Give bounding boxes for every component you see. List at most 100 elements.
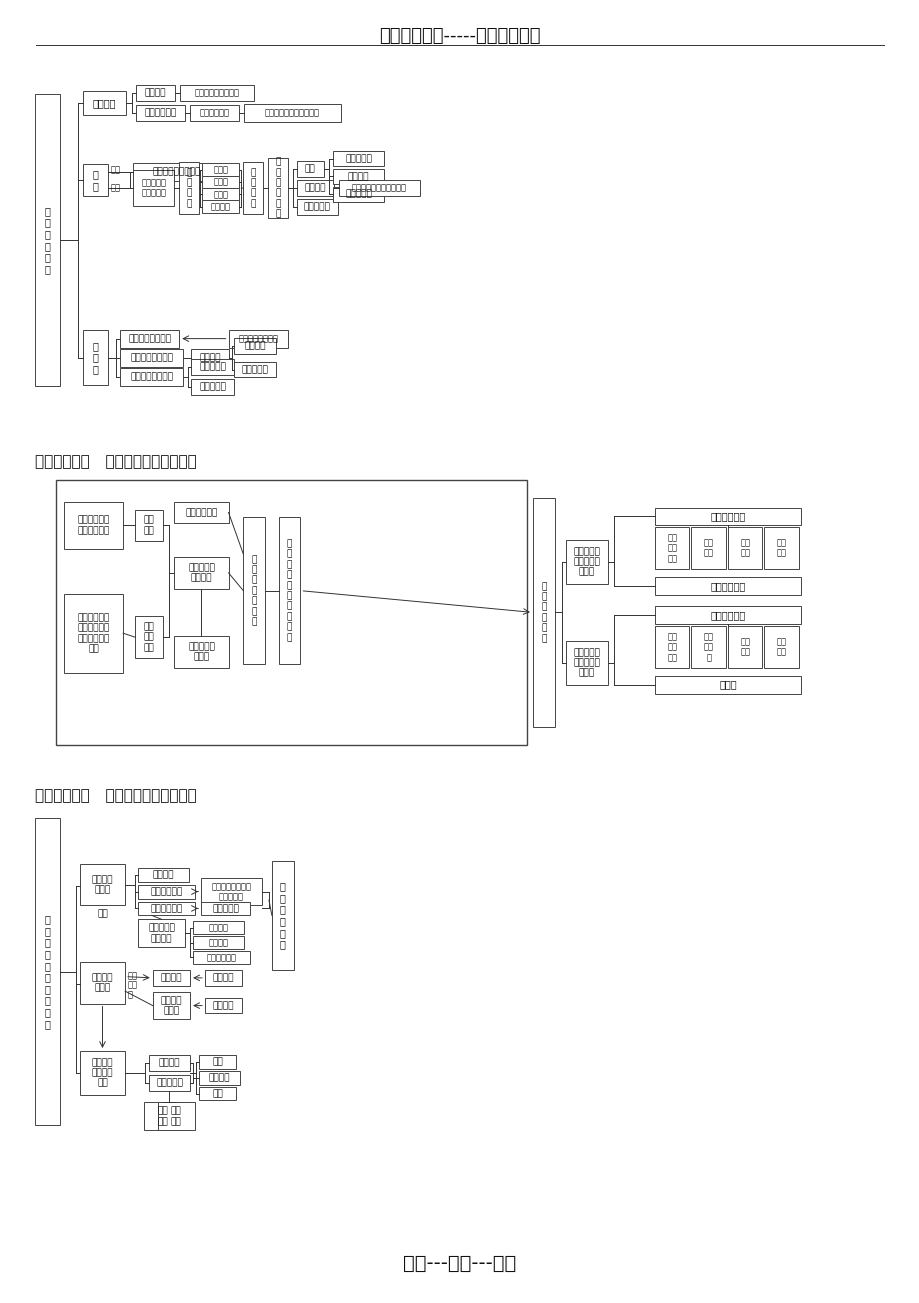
FancyBboxPatch shape	[296, 180, 334, 195]
Text: 划分标准: 划分标准	[145, 89, 166, 98]
Text: 形成与变化: 形成与变化	[303, 202, 330, 211]
FancyBboxPatch shape	[153, 992, 190, 1019]
Text: 农
业
地
域
类
型: 农 业 地 域 类 型	[540, 582, 546, 642]
Text: 市场、交通运
输、政策、劳
动力、生活习
惯等: 市场、交通运 输、政策、劳 动力、生活习 惯等	[77, 614, 109, 653]
Text: 主要
农产
品: 主要 农产 品	[703, 632, 713, 662]
FancyBboxPatch shape	[175, 502, 228, 524]
FancyBboxPatch shape	[202, 188, 239, 201]
FancyBboxPatch shape	[338, 180, 419, 195]
Text: 区位
条件: 区位 条件	[739, 637, 749, 657]
FancyBboxPatch shape	[138, 868, 189, 882]
Text: 主要
分布
地区: 主要 分布 地区	[666, 533, 676, 563]
FancyBboxPatch shape	[654, 676, 800, 693]
FancyBboxPatch shape	[199, 1087, 236, 1101]
Text: 工
业
地
域
的
形
成
与
发
展: 工 业 地 域 的 形 成 与 发 展	[44, 915, 51, 1029]
Text: 行政区等: 行政区等	[210, 202, 231, 211]
Text: 传统工业区: 传统工业区	[156, 1078, 183, 1087]
Text: 主要区位因素: 主要区位因素	[150, 887, 183, 896]
Text: 工业地域
的形成: 工业地域 的形成	[92, 973, 113, 993]
FancyBboxPatch shape	[153, 969, 190, 986]
FancyBboxPatch shape	[234, 337, 276, 353]
FancyBboxPatch shape	[175, 636, 228, 668]
Text: 科技进步: 科技进步	[209, 924, 229, 932]
Text: 农
业
地
域
的
形
成
与
发
展: 农 业 地 域 的 形 成 与 发 展	[287, 539, 292, 642]
Text: 气候、水源、
地形、土壤等: 气候、水源、 地形、土壤等	[77, 516, 109, 536]
FancyBboxPatch shape	[138, 920, 185, 947]
FancyBboxPatch shape	[83, 331, 108, 384]
Text: 影响因素: 影响因素	[304, 184, 325, 193]
FancyBboxPatch shape	[35, 94, 60, 386]
FancyBboxPatch shape	[296, 199, 337, 215]
Text: 等级体系分布: 等级体系分布	[199, 108, 230, 117]
Text: 工
业
区
位
选
择: 工 业 区 位 选 择	[279, 881, 285, 950]
Text: 土地利集聚
用方式效应: 土地利集聚 用方式效应	[141, 179, 166, 198]
FancyBboxPatch shape	[80, 864, 125, 906]
FancyBboxPatch shape	[180, 85, 254, 100]
Text: 工业区位因
素的变化: 工业区位因 素的变化	[148, 924, 175, 943]
Text: 整治
措施: 整治 措施	[171, 1106, 182, 1126]
FancyBboxPatch shape	[654, 627, 688, 668]
Text: 工业联系: 工业联系	[212, 973, 234, 982]
Text: 城市服务范围的嵌套理论: 城市服务范围的嵌套理论	[265, 108, 320, 117]
Text: 工业的地
域联系: 工业的地 域联系	[161, 995, 182, 1015]
FancyBboxPatch shape	[202, 176, 239, 189]
FancyBboxPatch shape	[727, 528, 762, 569]
FancyBboxPatch shape	[199, 1071, 240, 1084]
Text: 外部: 外部	[110, 165, 120, 175]
FancyBboxPatch shape	[135, 509, 163, 541]
FancyBboxPatch shape	[136, 104, 185, 121]
Text: 区位条件: 区位条件	[209, 1074, 230, 1083]
Text: 城
市
地
域
结
构: 城 市 地 域 结 构	[275, 158, 280, 219]
FancyBboxPatch shape	[135, 616, 163, 658]
Text: 农
业
区
位
的
选
择: 农 业 区 位 的 选 择	[251, 555, 256, 627]
Text: 模式: 模式	[304, 164, 315, 173]
FancyBboxPatch shape	[200, 878, 262, 906]
FancyBboxPatch shape	[191, 349, 228, 366]
Text: 专心---专注---专业: 专心---专注---专业	[403, 1253, 516, 1273]
FancyBboxPatch shape	[136, 85, 176, 100]
FancyBboxPatch shape	[138, 885, 195, 899]
FancyBboxPatch shape	[120, 349, 183, 366]
Text: 衰落
原因: 衰落 原因	[157, 1106, 168, 1126]
FancyBboxPatch shape	[191, 379, 234, 395]
FancyBboxPatch shape	[56, 480, 527, 745]
FancyBboxPatch shape	[83, 91, 126, 115]
FancyBboxPatch shape	[175, 556, 228, 589]
FancyBboxPatch shape	[654, 508, 800, 525]
Text: 我国城市的主要等级: 我国城市的主要等级	[195, 89, 240, 98]
Text: 概念、动力、标志: 概念、动力、标志	[128, 334, 171, 343]
FancyBboxPatch shape	[83, 164, 108, 195]
FancyBboxPatch shape	[764, 627, 798, 668]
Text: 扇形模式: 扇形模式	[347, 172, 369, 181]
Text: 特点: 特点	[212, 1089, 222, 1098]
FancyBboxPatch shape	[193, 951, 250, 964]
Text: 环境因素: 环境因素	[153, 870, 174, 880]
Text: 城市化问题: 城市化问题	[199, 382, 226, 391]
FancyBboxPatch shape	[149, 1055, 190, 1071]
FancyBboxPatch shape	[200, 902, 250, 915]
FancyBboxPatch shape	[654, 528, 688, 569]
FancyBboxPatch shape	[179, 163, 199, 214]
Text: 经济、社会、历史、政策: 经济、社会、历史、政策	[351, 184, 406, 193]
Text: 商品谷物农业: 商品谷物农业	[709, 581, 744, 590]
FancyBboxPatch shape	[532, 498, 554, 727]
Text: 农区位的含义: 农区位的含义	[185, 508, 218, 517]
Text: 传统工业
区与新工
业区: 传统工业 区与新工 业区	[92, 1058, 113, 1088]
FancyBboxPatch shape	[202, 201, 239, 214]
FancyBboxPatch shape	[193, 921, 244, 934]
Text: 内部: 内部	[110, 184, 120, 193]
Text: 居住区: 居住区	[213, 165, 228, 175]
Text: 以畜牧业为
主的农业地
域类型: 以畜牧业为 主的农业地 域类型	[573, 648, 600, 678]
FancyBboxPatch shape	[333, 151, 384, 165]
FancyBboxPatch shape	[691, 528, 725, 569]
FancyBboxPatch shape	[193, 936, 244, 949]
Text: 城
市: 城 市	[93, 169, 98, 190]
FancyBboxPatch shape	[244, 104, 340, 121]
Text: 工业集聚: 工业集聚	[161, 973, 182, 982]
FancyBboxPatch shape	[157, 1102, 195, 1130]
Text: 主要
分布
地区: 主要 分布 地区	[666, 632, 676, 662]
Text: 以种植业为
主的农业地
域类型: 以种植业为 主的农业地 域类型	[573, 547, 600, 577]
FancyBboxPatch shape	[243, 517, 265, 663]
FancyBboxPatch shape	[205, 969, 242, 986]
FancyBboxPatch shape	[120, 367, 183, 386]
